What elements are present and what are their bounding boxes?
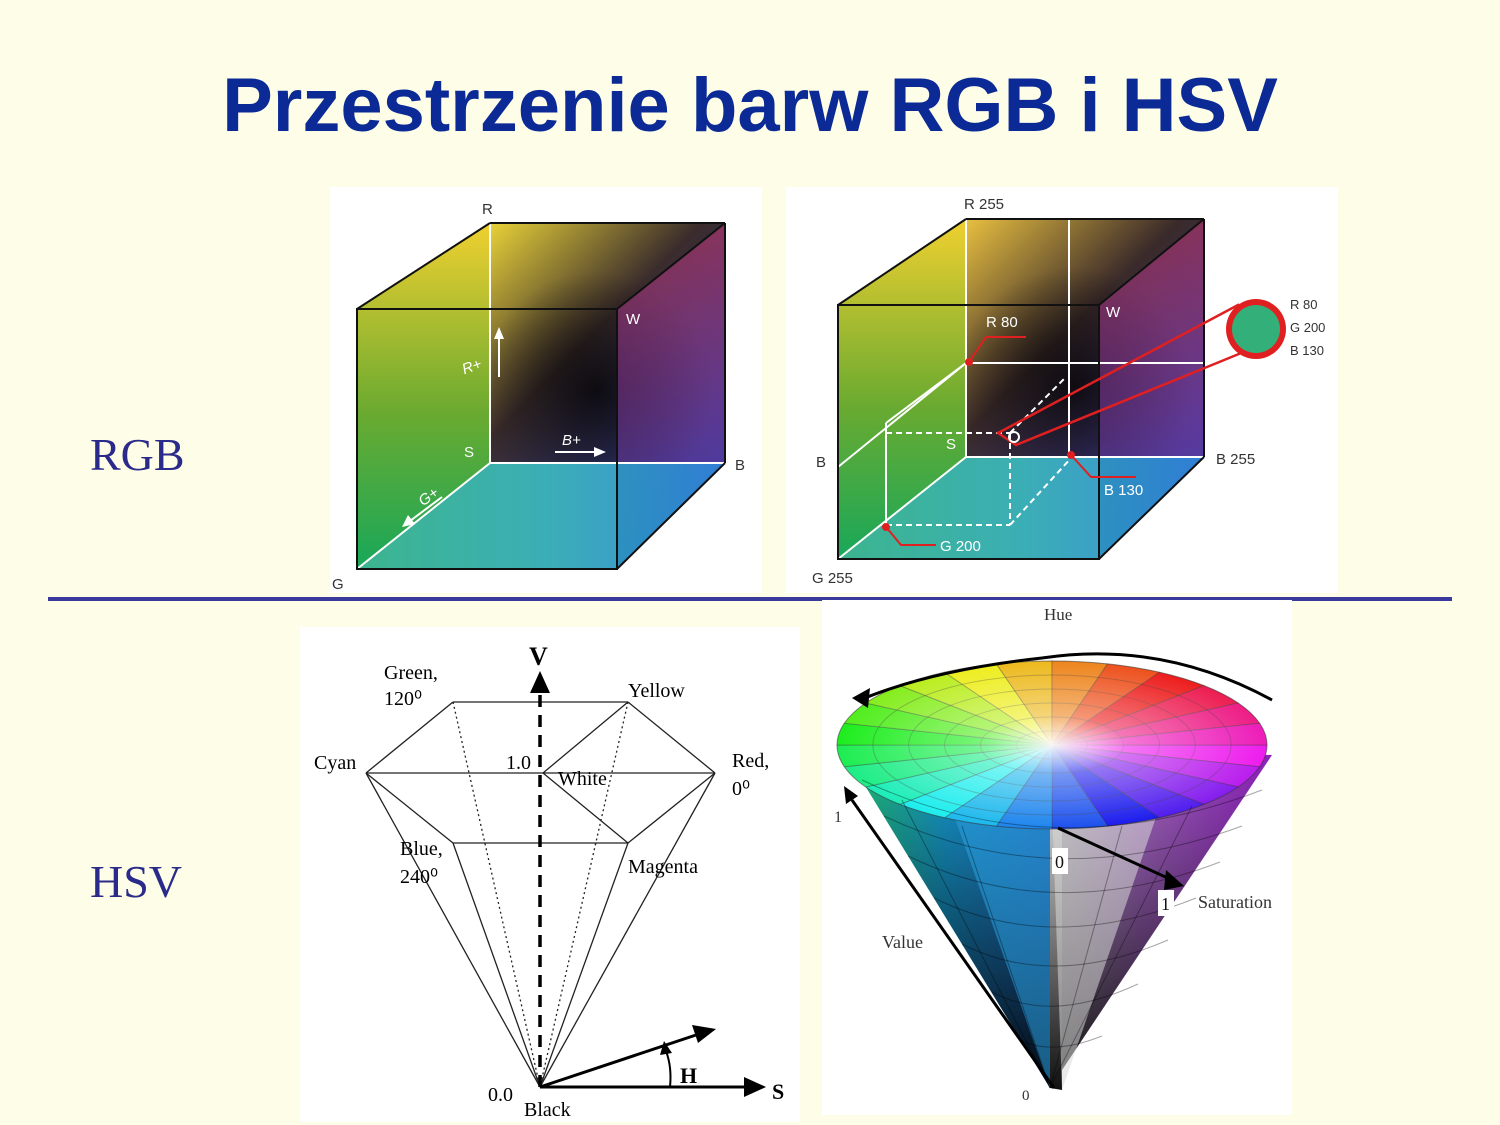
green-degrees: 120⁰ <box>384 688 422 710</box>
rgb-cube-diagram: R W S B G R+ B+ G+ <box>330 187 762 593</box>
cube2-b130-label: B 130 <box>1104 482 1143 499</box>
h-label: H <box>680 1063 697 1088</box>
value-label: Value <box>882 932 923 952</box>
cube1-b-plus-label: B+ <box>562 432 581 449</box>
value-zero-bottom: 0 <box>1022 1088 1030 1104</box>
cube2-g255-label: G 255 <box>812 570 853 587</box>
swatch-b-value: B 130 <box>1290 343 1324 358</box>
cube1-r-label: R <box>482 201 493 218</box>
hue-label: Hue <box>1044 605 1072 624</box>
red-degrees: 0⁰ <box>732 778 750 800</box>
black-label: Black <box>524 1099 571 1121</box>
cyan-label: Cyan <box>314 752 356 774</box>
value-one-label: 1.0 <box>506 752 531 774</box>
v-axis-label: V <box>529 642 548 671</box>
value-one-left: 1 <box>834 809 842 826</box>
hsv-color-cone: Hue 1 0 1 Saturation Value 0 <box>822 600 1292 1115</box>
cube2-s-label: S <box>946 436 956 453</box>
slide-title: Przestrzenie barw RGB i HSV <box>222 63 1278 148</box>
magenta-label: Magenta <box>628 856 698 878</box>
cube2-r80-label: R 80 <box>986 314 1018 331</box>
yellow-label: Yellow <box>628 680 685 702</box>
cube1-b-label: B <box>735 457 745 474</box>
cube2-b-label: B <box>816 454 826 471</box>
blue-label: Blue, <box>400 838 443 860</box>
saturation-one: 1 <box>1161 894 1170 914</box>
swatch-r-value: R 80 <box>1290 297 1317 312</box>
rgb-cube-sample-diagram: R 255 W S B B 255 G 255 R 80 B 130 G 200… <box>786 187 1338 593</box>
hsv-label: HSV <box>90 856 183 907</box>
cube2-w-label: W <box>1106 304 1121 321</box>
red-label: Red, <box>732 750 769 772</box>
hsv-hexcone-diagram: V Green, 120⁰ Yellow Cyan 1.0 White Red,… <box>300 627 800 1122</box>
cube1-w-label: W <box>626 311 641 328</box>
cube1-s-label: S <box>464 444 474 461</box>
cube1-r-plus-label: R+ <box>460 355 484 378</box>
cube2-r255-label: R 255 <box>964 196 1004 213</box>
blue-degrees: 240⁰ <box>400 866 438 888</box>
saturation-label: Saturation <box>1198 892 1272 912</box>
saturation-zero: 0 <box>1055 852 1064 872</box>
white-label: White <box>558 768 607 790</box>
value-zero-label: 0.0 <box>488 1084 513 1106</box>
green-label: Green, <box>384 662 438 684</box>
sample-color-swatch <box>1232 305 1280 353</box>
s-axis-label: S <box>772 1079 784 1104</box>
section-divider <box>48 597 1452 601</box>
rgb-label: RGB <box>90 429 185 480</box>
cube2-b255-label: B 255 <box>1216 451 1255 468</box>
cube2-g200-label: G 200 <box>940 538 981 555</box>
swatch-g-value: G 200 <box>1290 320 1325 335</box>
cube1-g-label: G <box>332 576 344 593</box>
